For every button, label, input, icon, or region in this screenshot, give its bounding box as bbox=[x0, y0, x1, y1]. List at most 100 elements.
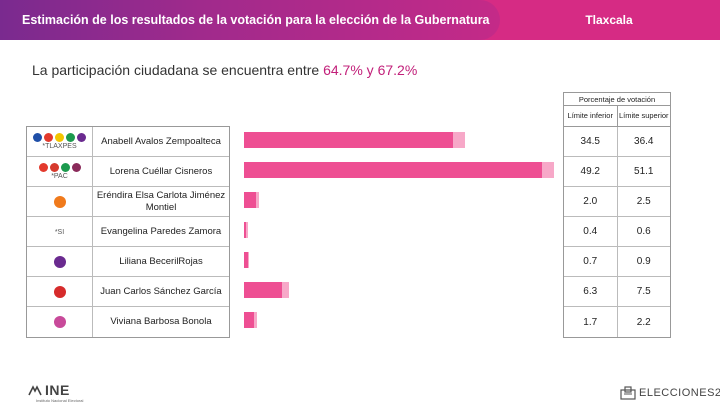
party-logo-cell: *TLAXPES bbox=[27, 127, 93, 156]
ine-subtitle: Instituto Nacional Electoral bbox=[36, 398, 84, 403]
party-logo-icon bbox=[55, 133, 64, 142]
upper-limit-value: 51.1 bbox=[634, 166, 654, 177]
upper-limit-value: 0.6 bbox=[636, 226, 651, 237]
party-logos bbox=[38, 163, 81, 172]
upper-limit-value: 0.9 bbox=[636, 256, 651, 267]
pct-table-subheader: Límite inferior Límite superior bbox=[564, 106, 670, 127]
candidate-name: Evangelina Paredes Zamora bbox=[100, 225, 222, 237]
bar-row bbox=[244, 126, 564, 156]
bar-row bbox=[244, 306, 564, 336]
pct-row: 0.7 0.9 bbox=[564, 247, 670, 277]
upper-limit-value: 36.4 bbox=[634, 136, 654, 147]
party-logo-cell bbox=[27, 307, 93, 337]
candidate-name: Liliana BecerilRojas bbox=[119, 255, 203, 267]
results-bar-chart bbox=[244, 126, 564, 336]
candidate-row: Eréndira Elsa Carlota Jiménez Montiel bbox=[27, 187, 229, 217]
lower-limit-value: 1.7 bbox=[564, 307, 618, 337]
party-logo-cell bbox=[27, 277, 93, 306]
pct-row: 2.0 2.5 bbox=[564, 187, 670, 217]
coalition-note: *PAC bbox=[51, 173, 68, 180]
participation-range: 64.7% y 67.2% bbox=[323, 62, 418, 78]
party-logo-icon bbox=[60, 163, 70, 172]
ine-text: INE bbox=[45, 382, 70, 398]
header-bar: Tlaxcala Estimación de los resultados de… bbox=[0, 0, 720, 40]
ine-icon bbox=[28, 385, 42, 396]
candidate-row: *SI Evangelina Paredes Zamora bbox=[27, 217, 229, 247]
party-logo-icon bbox=[53, 285, 66, 298]
candidate-row: Juan Carlos Sánchez García bbox=[27, 277, 229, 307]
party-logo-cell: *PAC bbox=[27, 157, 93, 186]
lower-limit-bar bbox=[244, 312, 255, 328]
candidates-table: *TLAXPES Anabell Avalos Zempoalteca *PAC Lo… bbox=[26, 126, 230, 338]
party-logo-icon bbox=[33, 133, 42, 142]
party-logo-icon bbox=[44, 133, 53, 142]
party-logo-icon bbox=[66, 133, 75, 142]
elecciones-text: ELECCIONES2021 bbox=[639, 387, 720, 399]
lower-limit-bar bbox=[244, 252, 249, 268]
party-logo-icon bbox=[53, 255, 66, 268]
upper-limit-header: Límite superior bbox=[618, 110, 669, 120]
party-logos bbox=[53, 255, 66, 268]
pct-row: 49.2 51.1 bbox=[564, 157, 670, 187]
title-banner: Estimación de los resultados de la votac… bbox=[0, 0, 500, 40]
party-logo-cell bbox=[27, 247, 93, 276]
party-logos bbox=[53, 195, 66, 208]
lower-limit-bar bbox=[244, 162, 543, 178]
bar-row bbox=[244, 216, 564, 246]
participation-text: La participación ciudadana se encuentra … bbox=[32, 62, 324, 78]
party-logos bbox=[53, 316, 66, 328]
party-logos bbox=[33, 133, 86, 142]
pct-row: 34.5 36.4 bbox=[564, 127, 670, 157]
pct-table-title: Porcentaje de votación bbox=[564, 93, 670, 106]
lower-limit-value: 2.0 bbox=[564, 187, 618, 216]
candidate-row: *TLAXPES Anabell Avalos Zempoalteca bbox=[27, 127, 229, 157]
party-logo-cell bbox=[27, 187, 93, 216]
pct-row: 1.7 2.2 bbox=[564, 307, 670, 337]
pct-row: 6.3 7.5 bbox=[564, 277, 670, 307]
page-title: Estimación de los resultados de la votac… bbox=[22, 13, 490, 27]
ballot-box-icon bbox=[620, 386, 636, 400]
bar-row bbox=[244, 186, 564, 216]
candidate-name: Juan Carlos Sánchez García bbox=[100, 285, 222, 297]
candidate-name: Lorena Cuéllar Cisneros bbox=[109, 165, 213, 177]
elecciones-logo: ELECCIONES2021 bbox=[620, 386, 720, 400]
pct-row: 0.4 0.6 bbox=[564, 217, 670, 247]
lower-limit-value: 6.3 bbox=[564, 277, 618, 306]
party-logo-icon bbox=[71, 163, 81, 172]
bar-row bbox=[244, 156, 564, 186]
lower-limit-value: 34.5 bbox=[564, 127, 618, 156]
lower-limit-bar bbox=[244, 132, 454, 148]
lower-limit-value: 49.2 bbox=[564, 157, 618, 186]
party-logo-cell: *SI bbox=[27, 217, 93, 246]
lower-limit-bar bbox=[244, 192, 257, 208]
candidate-row: Liliana BecerilRojas bbox=[27, 247, 229, 277]
lower-limit-bar bbox=[244, 222, 247, 238]
lower-limit-value: 0.7 bbox=[564, 247, 618, 276]
candidate-name: Anabell Avalos Zempoalteca bbox=[101, 135, 221, 147]
upper-limit-value: 2.2 bbox=[636, 316, 651, 328]
candidate-row: Viviana Barbosa Bonola bbox=[27, 307, 229, 337]
party-logo-icon bbox=[77, 133, 86, 142]
candidate-name: Viviana Barbosa Bonola bbox=[110, 316, 212, 328]
party-logo-icon bbox=[53, 195, 66, 208]
party-logo-icon bbox=[53, 316, 66, 328]
candidate-row: *PAC Lorena Cuéllar Cisneros bbox=[27, 157, 229, 187]
candidate-name: Eréndira Elsa Carlota Jiménez Montiel bbox=[96, 190, 226, 213]
ine-logo: INE bbox=[28, 382, 70, 398]
lower-limit-header: Límite inferior bbox=[564, 106, 618, 126]
upper-limit-value: 7.5 bbox=[636, 286, 651, 297]
bar-row bbox=[244, 246, 564, 276]
party-logo-icon bbox=[49, 163, 59, 172]
participation-statement: La participación ciudadana se encuentra … bbox=[32, 62, 417, 78]
party-logos bbox=[53, 285, 66, 298]
upper-limit-value: 2.5 bbox=[636, 196, 651, 207]
lower-limit-bar bbox=[244, 282, 283, 298]
coalition-note: *SI bbox=[54, 228, 65, 236]
lower-limit-value: 0.4 bbox=[564, 217, 618, 246]
bar-row bbox=[244, 276, 564, 306]
state-banner: Tlaxcala bbox=[470, 0, 720, 40]
party-logo-icon bbox=[38, 163, 48, 172]
vote-percentage-table: Porcentaje de votación Límite inferior L… bbox=[563, 92, 671, 338]
coalition-note: *TLAXPES bbox=[42, 143, 77, 150]
state-name: Tlaxcala bbox=[585, 13, 633, 27]
